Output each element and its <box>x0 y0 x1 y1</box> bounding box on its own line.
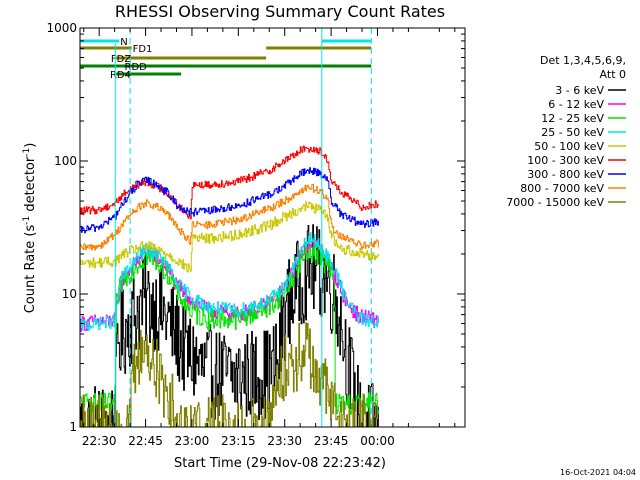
legend-entry-label: 300 - 800 keV <box>527 168 604 181</box>
y-axis-label-part3: ) <box>23 143 38 148</box>
y-tick-label: 100 <box>54 154 77 168</box>
series-line <box>80 232 379 331</box>
x-tick-label: 00:00 <box>360 434 395 448</box>
series-line <box>80 201 379 273</box>
series-line <box>80 224 379 428</box>
y-tick-label: 1 <box>69 420 77 434</box>
flag-label: FDZ <box>111 54 131 65</box>
legend-header-line1: Det 1,3,4,5,6,9, <box>540 54 626 67</box>
axes: 1 10 100 1000 22:30 22:45 23:00 23:15 23:30 23:45… <box>46 21 465 448</box>
x-tick-label: 23:30 <box>267 434 302 448</box>
series-line <box>80 145 379 220</box>
x-tick-label: 22:30 <box>82 434 117 448</box>
y-axis-label-part2: detector <box>23 156 38 216</box>
legend-entry-label: 12 - 25 keV <box>541 112 604 125</box>
plot-frame <box>79 27 466 428</box>
x-tick-label: 23:00 <box>175 434 210 448</box>
flag-label: RD4 <box>110 70 131 81</box>
y-axis-label: Count Rate (s-1 detector-1) <box>22 143 38 314</box>
legend-entry-label: 800 - 7000 keV <box>520 182 604 195</box>
legend-entry-label: 3 - 6 keV <box>555 84 604 97</box>
flag-label: FD1 <box>133 44 153 55</box>
flag-label: N <box>120 37 127 48</box>
y-axis-label-part1: Count Rate (s <box>23 225 38 314</box>
y-tick-label: 10 <box>62 287 77 301</box>
y-axis-label-sup2: -1 <box>22 148 32 157</box>
flag-label: RDD <box>125 62 148 73</box>
x-axis-label: Start Time (29-Nov-08 22:23:42) <box>174 456 386 471</box>
legend-entry-label: 6 - 12 keV <box>548 98 604 111</box>
series-line <box>80 184 379 251</box>
legend-header-line2: Att 0 <box>600 68 626 81</box>
y-tick-label: 1000 <box>46 21 77 35</box>
legend-entry-label: 25 - 50 keV <box>541 126 604 139</box>
x-tick-label: 22:45 <box>128 434 163 448</box>
legend-entry-label: 100 - 300 keV <box>527 154 604 167</box>
y-axis-label-sup1: -1 <box>22 216 32 225</box>
footer-date: 16-Oct-2021 04:04 <box>560 468 636 477</box>
x-tick-label: 23:15 <box>221 434 256 448</box>
chart-title: RHESSI Observing Summary Count Rates <box>115 2 445 21</box>
x-tick-label: 23:45 <box>314 434 349 448</box>
attenuator-lines <box>114 28 372 427</box>
legend-entry-label: 7000 - 15000 keV <box>506 196 604 209</box>
legend-entry-label: 50 - 100 keV <box>534 140 604 153</box>
